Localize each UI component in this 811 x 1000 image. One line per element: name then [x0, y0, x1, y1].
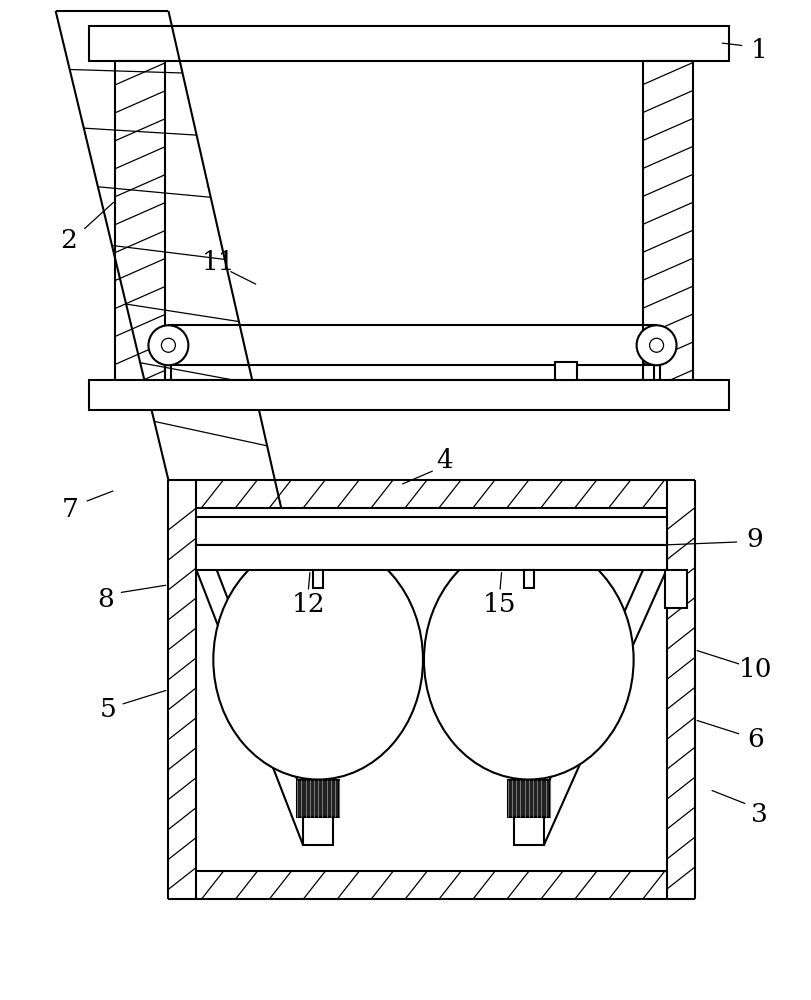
Bar	[642, 61, 692, 400]
Bar	[196, 545, 666, 570]
Circle shape	[649, 338, 663, 352]
Circle shape	[148, 325, 188, 365]
Bar	[507, 780, 549, 817]
Bar	[554, 362, 576, 380]
Text: 12: 12	[291, 592, 324, 617]
Text: 8: 8	[97, 587, 114, 612]
Text: 5: 5	[100, 697, 117, 722]
Text: 15: 15	[483, 592, 516, 617]
Text: 4: 4	[436, 448, 453, 473]
Circle shape	[161, 338, 175, 352]
Bar	[523, 570, 533, 588]
Text: 6: 6	[746, 727, 763, 752]
Bar	[663, 570, 685, 608]
Text: 3: 3	[750, 802, 767, 827]
Bar	[513, 817, 543, 845]
Bar	[303, 817, 333, 845]
Text: 2: 2	[60, 228, 77, 253]
Bar	[297, 780, 339, 817]
Circle shape	[636, 325, 676, 365]
Text: 7: 7	[62, 497, 79, 522]
Bar	[115, 61, 165, 400]
Bar	[88, 26, 728, 61]
Text: 9: 9	[745, 527, 762, 552]
Bar	[196, 517, 666, 545]
Ellipse shape	[213, 540, 423, 780]
Bar	[88, 380, 728, 410]
Text: 1: 1	[750, 38, 767, 63]
Text: 11: 11	[201, 250, 234, 275]
Ellipse shape	[423, 540, 633, 780]
Text: 10: 10	[738, 657, 771, 682]
Bar	[313, 570, 323, 588]
